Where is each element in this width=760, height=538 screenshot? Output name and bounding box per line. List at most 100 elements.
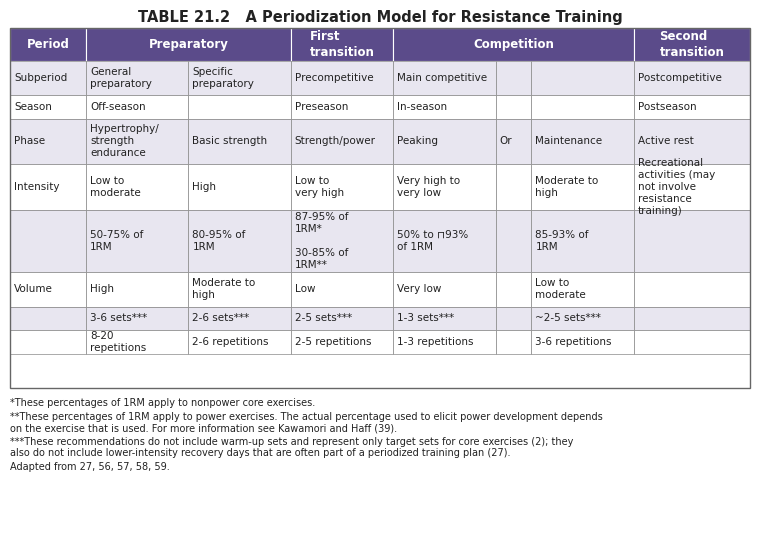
Bar: [393, 119, 496, 164]
Text: Subperiod: Subperiod: [14, 73, 67, 83]
Text: 80-95% of
1RM: 80-95% of 1RM: [192, 230, 245, 252]
Text: Strength/power: Strength/power: [295, 137, 375, 146]
Bar: [531, 272, 634, 307]
Bar: [10, 28, 750, 388]
Text: 1-3 sets***: 1-3 sets***: [397, 313, 454, 323]
Text: 1-3 repetitions: 1-3 repetitions: [397, 337, 473, 347]
Text: Adapted from 27, 56, 57, 58, 59.: Adapted from 27, 56, 57, 58, 59.: [10, 462, 169, 472]
Bar: [291, 330, 393, 353]
Bar: [188, 164, 291, 210]
Bar: [188, 119, 291, 164]
Bar: [496, 330, 531, 353]
Text: Low to
very high: Low to very high: [295, 176, 344, 198]
Bar: [10, 330, 86, 353]
Text: Preparatory: Preparatory: [148, 38, 228, 51]
Bar: [496, 119, 531, 164]
Bar: [291, 61, 393, 95]
Text: Moderate to
high: Moderate to high: [192, 278, 255, 300]
Text: Maintenance: Maintenance: [536, 137, 603, 146]
Bar: [496, 164, 531, 210]
Text: 3-6 sets***: 3-6 sets***: [90, 313, 147, 323]
Bar: [634, 164, 750, 210]
Text: 8-20
repetitions: 8-20 repetitions: [90, 331, 146, 353]
Text: 2-6 sets***: 2-6 sets***: [192, 313, 249, 323]
Bar: [634, 28, 750, 61]
Text: Recreational
activities (may
not involve
resistance
training): Recreational activities (may not involve…: [638, 158, 715, 216]
Text: Second
transition: Second transition: [660, 30, 724, 59]
Bar: [86, 272, 188, 307]
Bar: [86, 28, 291, 61]
Text: Moderate to
high: Moderate to high: [536, 176, 599, 198]
Bar: [496, 61, 531, 95]
Text: Specific
preparatory: Specific preparatory: [192, 67, 255, 89]
Bar: [188, 210, 291, 272]
Text: Peaking: Peaking: [397, 137, 439, 146]
Bar: [86, 164, 188, 210]
Bar: [10, 61, 86, 95]
Text: High: High: [192, 182, 217, 192]
Bar: [393, 210, 496, 272]
Text: In-season: In-season: [397, 102, 448, 112]
Bar: [188, 307, 291, 330]
Text: Active rest: Active rest: [638, 137, 694, 146]
Bar: [531, 307, 634, 330]
Bar: [496, 307, 531, 330]
Bar: [291, 28, 393, 61]
Bar: [634, 61, 750, 95]
Text: TABLE 21.2   A Periodization Model for Resistance Training: TABLE 21.2 A Periodization Model for Res…: [138, 10, 622, 25]
Bar: [188, 330, 291, 353]
Text: 2-5 repetitions: 2-5 repetitions: [295, 337, 372, 347]
Bar: [496, 210, 531, 272]
Bar: [393, 330, 496, 353]
Bar: [634, 119, 750, 164]
Bar: [86, 330, 188, 353]
Text: Postseason: Postseason: [638, 102, 696, 112]
Bar: [10, 210, 86, 272]
Text: Low to
moderate: Low to moderate: [536, 278, 586, 300]
Bar: [531, 95, 634, 119]
Bar: [86, 119, 188, 164]
Text: Main competitive: Main competitive: [397, 73, 487, 83]
Bar: [634, 307, 750, 330]
Bar: [496, 95, 531, 119]
Text: Off-season: Off-season: [90, 102, 146, 112]
Text: 2-5 sets***: 2-5 sets***: [295, 313, 352, 323]
Text: Preseason: Preseason: [295, 102, 348, 112]
Bar: [86, 61, 188, 95]
Text: High: High: [90, 285, 114, 294]
Bar: [393, 307, 496, 330]
Text: Postcompetitive: Postcompetitive: [638, 73, 722, 83]
Bar: [634, 272, 750, 307]
Bar: [86, 210, 188, 272]
Text: 87-95% of
1RM*

30-85% of
1RM**: 87-95% of 1RM* 30-85% of 1RM**: [295, 212, 348, 270]
Text: Volume: Volume: [14, 285, 53, 294]
Text: Low: Low: [295, 285, 315, 294]
Bar: [10, 28, 86, 61]
Bar: [291, 272, 393, 307]
Text: **These percentages of 1RM apply to power exercises. The actual percentage used : **These percentages of 1RM apply to powe…: [10, 412, 603, 422]
Text: Or: Or: [499, 137, 512, 146]
Text: on the exercise that is used. For more information see Kawamori and Haff (39).: on the exercise that is used. For more i…: [10, 423, 397, 433]
Bar: [10, 95, 86, 119]
Text: *These percentages of 1RM apply to nonpower core exercises.: *These percentages of 1RM apply to nonpo…: [10, 398, 315, 408]
Text: Precompetitive: Precompetitive: [295, 73, 373, 83]
Text: Season: Season: [14, 102, 52, 112]
Text: ***These recommendations do not include warm-up sets and represent only target s: ***These recommendations do not include …: [10, 437, 573, 447]
Text: 2-6 repetitions: 2-6 repetitions: [192, 337, 269, 347]
Bar: [634, 330, 750, 353]
Text: Hypertrophy/
strength
endurance: Hypertrophy/ strength endurance: [90, 124, 159, 159]
Bar: [291, 307, 393, 330]
Text: 50-75% of
1RM: 50-75% of 1RM: [90, 230, 144, 252]
Bar: [531, 61, 634, 95]
Bar: [188, 272, 291, 307]
Bar: [393, 164, 496, 210]
Text: Phase: Phase: [14, 137, 45, 146]
Text: Very high to
very low: Very high to very low: [397, 176, 461, 198]
Bar: [393, 28, 634, 61]
Bar: [86, 95, 188, 119]
Bar: [291, 119, 393, 164]
Bar: [291, 95, 393, 119]
Text: Basic strength: Basic strength: [192, 137, 268, 146]
Bar: [10, 164, 86, 210]
Text: First
transition: First transition: [309, 30, 375, 59]
